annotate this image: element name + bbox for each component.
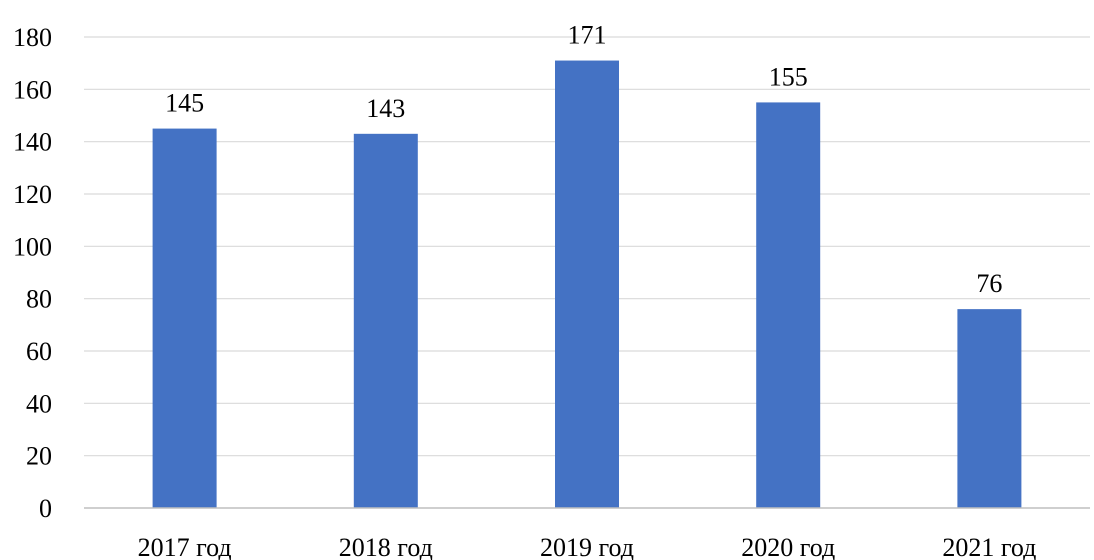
x-tick-label: 2020 год (741, 533, 835, 560)
y-tick-label: 180 (13, 23, 52, 52)
x-tick-label: 2021 год (942, 533, 1036, 560)
x-axis-ticks: 2017 год 2018 год 2019 год 2020 год 2021 год (138, 533, 1037, 560)
y-tick-label: 0 (39, 494, 52, 523)
bar (353, 133, 418, 509)
y-axis-ticks: 0 20 40 60 80 100 120 140 160 180 (13, 23, 52, 523)
y-tick-label: 40 (26, 389, 52, 418)
bar (555, 60, 619, 509)
y-tick-label: 120 (13, 180, 52, 209)
y-tick-label: 140 (13, 128, 52, 157)
x-tick-label: 2017 год (138, 533, 232, 560)
data-label: 171 (568, 21, 607, 50)
bars (152, 60, 1022, 509)
bar (957, 309, 1022, 508)
y-tick-label: 20 (26, 442, 52, 471)
x-tick-label: 2018 год (339, 533, 433, 560)
bar (152, 128, 217, 509)
x-tick-label: 2019 год (540, 533, 634, 560)
data-label: 76 (976, 269, 1002, 298)
data-label: 143 (366, 94, 405, 123)
y-tick-label: 160 (13, 75, 52, 104)
y-tick-label: 100 (13, 232, 52, 261)
data-label: 155 (769, 62, 808, 91)
data-label: 145 (165, 89, 204, 118)
y-tick-label: 80 (26, 285, 52, 314)
y-tick-label: 60 (26, 337, 52, 366)
data-labels: 145 143 171 155 76 (165, 21, 1002, 299)
bar (756, 102, 821, 509)
